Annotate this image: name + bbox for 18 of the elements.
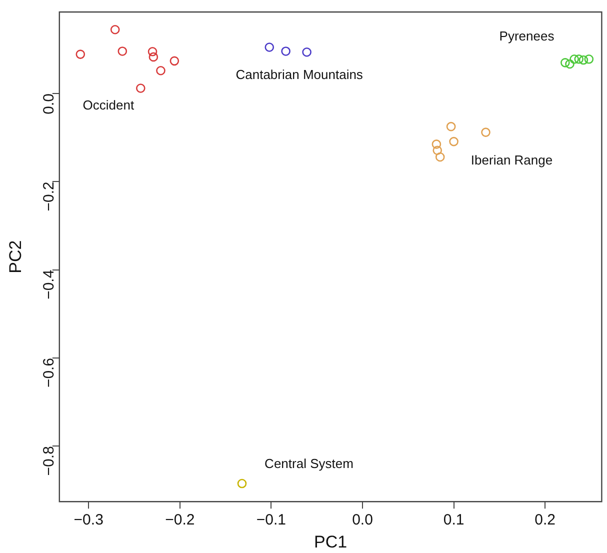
x-tick-label: −0.3 [74,512,104,529]
y-tick-label: −0.2 [40,182,58,212]
y-tick-label: −0.6 [40,358,58,388]
series-label: Central System [264,456,354,472]
series-label: Pyrenees [499,28,555,44]
x-tick-label: 0.1 [443,512,464,529]
x-axis-title: PC1 [314,532,348,552]
series-label: Occident [82,98,134,113]
series-label: Cantabrian Mountains [236,66,364,82]
y-tick-label: −0.8 [40,446,58,476]
y-tick-label: 0.0 [40,94,58,114]
y-axis-title: PC2 [6,240,25,274]
y-tick-label: −0.4 [40,270,58,300]
x-tick-label: −0.2 [165,512,195,529]
x-tick-label: 0.0 [352,512,373,529]
series-label: Iberian Range [470,152,553,168]
x-tick-label: −0.1 [256,512,286,529]
x-tick-label: 0.2 [534,512,556,529]
